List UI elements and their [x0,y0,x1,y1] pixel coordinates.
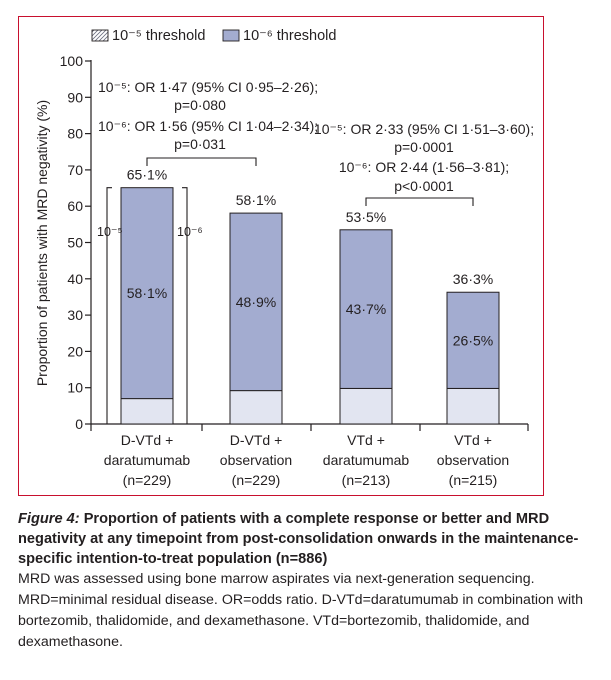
legend-label-1: 10⁻⁵ threshold [112,28,205,44]
annotation-1-line-4: p=0·031 [174,136,226,152]
y-tick-label-80: 80 [67,126,83,142]
bar-segment-1e5-only-2 [229,390,283,425]
caption-title-text: Proportion of patients with a complete r… [18,511,579,567]
bar-chart: 10⁻⁵ threshold 10⁻⁶ threshold 0 10 20 30 40 50 6… [34,28,534,488]
x-category-4-line-1: VTd + [454,432,492,448]
x-category-4-line-3: (n=215) [449,472,498,488]
y-tick-label-0: 0 [75,416,83,432]
annotation-1-line-3: 10⁻⁶: OR 1·56 (95% CI 1·04–2·34); [98,118,318,134]
x-category-1-line-2: daratumumab [104,452,191,468]
x-category-1-line-3: (n=229) [123,472,172,488]
y-tick-label-90: 90 [67,89,83,105]
bar-segment-1e6-1 [120,187,174,400]
x-category-3-line-3: (n=213) [342,472,391,488]
y-axis-title: Proportion of patients with MRD negativi… [34,100,50,386]
y-tick-label-60: 60 [67,198,83,214]
legend-swatch-1 [91,29,109,42]
figure-label: Figure 4: [18,511,80,527]
annotation-2-line-4: p<0·0001 [394,178,454,194]
legend-swatch-2 [222,29,240,42]
bar-segment-1e6-3 [339,229,393,389]
figure-caption: Figure 4: Proportion of patients with a … [18,509,598,653]
x-category-2-line-3: (n=229) [232,472,281,488]
bracket-label-left: 10⁻⁵ [97,225,123,239]
y-tick-label-50: 50 [67,235,83,251]
bar-segment-1e5-only-1 [120,398,174,425]
annotation-2-line-1: 10⁻⁵: OR 2·33 (95% CI 1·51–3·60); [314,121,534,137]
bar-1e6-label-1: 58·1% [127,285,167,301]
annotation-2-line-3: 10⁻⁶: OR 2·44 (1·56–3·81); [339,159,509,175]
caption-body: MRD was assessed using bone marrow aspir… [18,571,583,650]
bar-segment-1e5-only-3 [339,387,393,425]
y-tick-label-10: 10 [67,380,83,396]
bar-total-label-3: 53·5% [346,209,386,225]
bar-total-label-4: 36·3% [453,271,493,287]
x-category-1-line-1: D-VTd + [121,432,174,448]
bracket-1e5-left [106,187,112,425]
x-category-3-line-2: daratumumab [323,452,410,468]
caption-title: Figure 4: Proportion of patients with a … [18,509,598,569]
x-category-2-line-1: D-VTd + [230,432,283,448]
bar-segment-1e6-4 [446,291,500,389]
legend-label-2: 10⁻⁶ threshold [243,28,336,44]
bracket-label-right: 10⁻⁶ [177,225,203,239]
bracket-1e6-right [182,187,188,425]
bar-segment-1e6-2 [229,212,283,392]
bar-1e6-label-4: 26·5% [453,332,493,348]
y-tick-label-20: 20 [67,343,83,359]
bar-total-label-1: 65·1% [127,167,167,183]
y-tick-label-100: 100 [60,53,84,69]
comparison-bracket-2 [365,197,474,206]
figure-frame [18,16,544,496]
bar-1e6-label-2: 48·9% [236,294,276,310]
annotation-2-line-2: p=0·0001 [394,139,454,155]
x-category-2-line-2: observation [220,452,292,468]
x-category-3-line-1: VTd + [347,432,385,448]
annotation-1-line-2: p=0·080 [174,97,226,113]
bar-1e6-label-3: 43·7% [346,301,386,317]
y-tick-label-40: 40 [67,271,83,287]
y-tick-label-70: 70 [67,162,83,178]
comparison-bracket-1 [146,157,257,166]
bar-total-label-2: 58·1% [236,192,276,208]
y-tick-label-30: 30 [67,307,83,323]
bar-segment-1e5-only-4 [446,387,500,425]
x-category-4-line-2: observation [437,452,509,468]
annotation-1-line-1: 10⁻⁵: OR 1·47 (95% CI 0·95–2·26); [98,79,318,95]
